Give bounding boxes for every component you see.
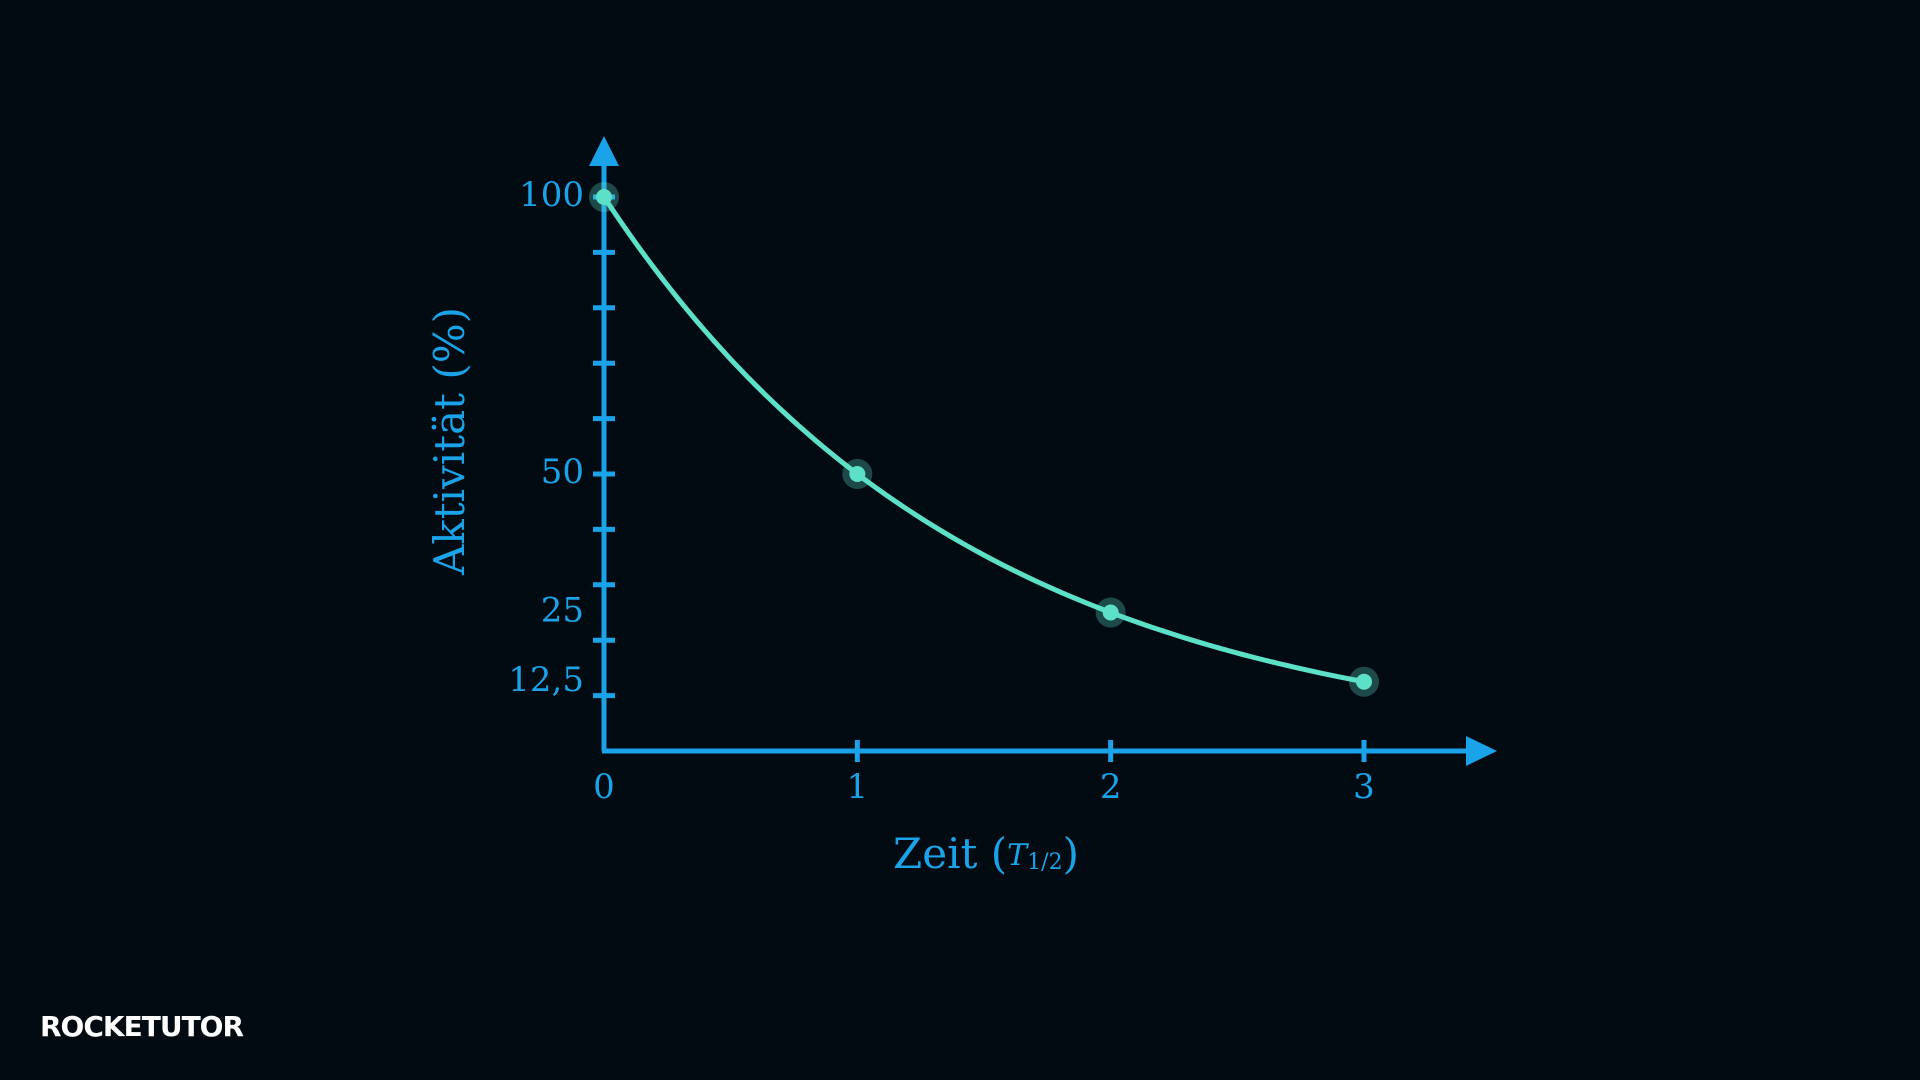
x-label-subscript: 1/2 [1027, 850, 1062, 875]
point [1102, 604, 1119, 621]
x-label-text: ) [1063, 829, 1079, 878]
x-tick-label: 3 [1353, 767, 1375, 807]
y-axis-arrow [589, 136, 619, 166]
x-tick-label: 0 [593, 767, 615, 807]
y-tick-label: 25 [541, 591, 584, 631]
x-tick-label: 1 [847, 767, 869, 807]
x-label-symbol: T [1007, 838, 1029, 873]
point [849, 466, 866, 482]
point [1356, 673, 1372, 690]
y-tick-label: 12,5 [508, 660, 584, 700]
y-axis-label: Aktivität (%) [425, 307, 474, 576]
line [601, 195, 1365, 685]
logo: ROCKETUTOR [40, 1010, 243, 1043]
y-tick-label: 50 [541, 452, 584, 492]
x-axis-label: Zeit (T1/2) [893, 829, 1079, 878]
x-tick-label: 2 [1100, 767, 1122, 807]
point [596, 189, 612, 205]
x-label-text: Zeit ( [893, 829, 1007, 878]
x-axis-arrow [1466, 736, 1497, 766]
y-tick-label: 100 [519, 175, 584, 215]
